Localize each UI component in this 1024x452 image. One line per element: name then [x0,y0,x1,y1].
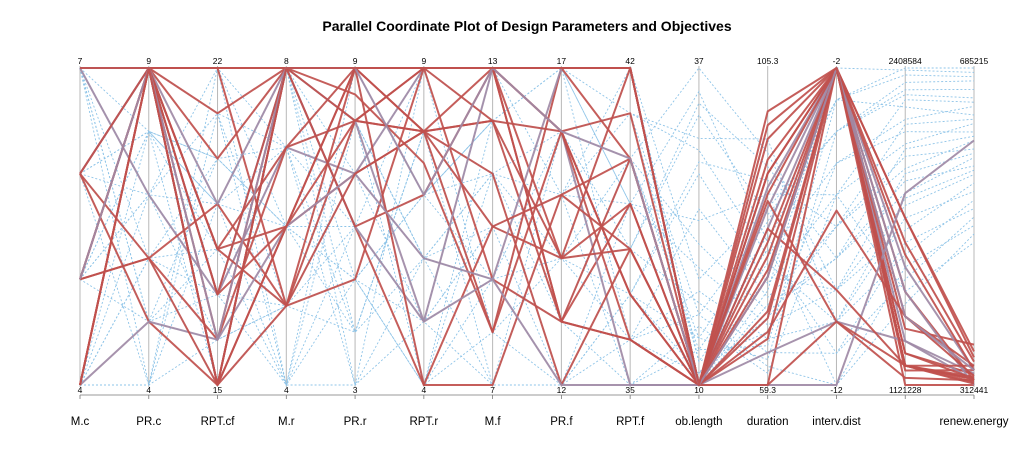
highlighted-series-line [79,67,975,386]
highlighted-series-line [80,67,975,386]
axis-name-label: PR.r [344,416,367,428]
axis-min-label: 3 [353,385,358,395]
highlighted-series-line [79,67,975,386]
background-series-line [79,67,975,387]
axis-name-label: M.r [278,416,295,428]
axis-name-label: RPT.f [616,416,645,428]
highlighted-series-line [79,67,975,386]
axis-name-label: M.c [71,416,90,428]
background-series-line [79,66,975,323]
axis-max-label: 37 [694,56,704,66]
background-series-line [79,130,975,323]
axis-max-label: 105.3 [757,56,779,66]
highlighted-series-line [79,67,975,386]
background-series-line [79,66,975,386]
highlighted-series-line [80,67,975,386]
axis-min-label: 59.3 [759,385,776,395]
highlighted-series-line [80,67,975,386]
background-series-line [79,194,975,386]
background-lines [79,66,975,387]
highlighted-series-line [80,67,975,386]
highlighted-series-line [80,67,975,386]
background-series-line [80,67,975,386]
axis-name-label: RPT.r [409,416,438,428]
axis-min-label: 12 [557,385,567,395]
axis-min-label: 4 [421,385,426,395]
highlighted-series-line [79,67,975,386]
highlighted-series-line [79,67,974,386]
axis-max-label: 17 [557,56,567,66]
axis-name-label: duration [747,416,789,428]
axis-max-label: 9 [146,56,151,66]
background-series-line [79,67,975,386]
axis-name-label: ob.length [675,416,722,428]
chart-title: Parallel Coordinate Plot of Design Param… [322,18,731,34]
axis-max-label: 7 [78,56,83,66]
highlighted-series-line [79,172,975,386]
background-series-line [80,67,975,386]
highlighted-series-line [80,67,975,386]
axis-labels-layer: 7 4 M.c 9 4 PR.c 22 15 RPT.cf 8 4 M.r 9 3 PR.r 9 4 RPT.r 1… [71,56,1009,428]
axis-max-label: 13 [488,56,498,66]
axis-max-label: 9 [353,56,358,66]
axis-name-label: interv.dist [812,416,861,428]
background-series-line [79,112,975,363]
axis-max-label: 685215 [960,56,989,66]
background-series-line [79,66,975,387]
axis-name-label: renew.energy [939,416,1008,428]
axis-name-label: RPT.cf [201,416,236,428]
axis-max-label: 9 [421,56,426,66]
background-series-line [79,67,975,387]
background-series-line [79,67,974,259]
axis-min-label: 312441 [960,385,989,395]
background-series-line [80,67,975,387]
axis-max-label: 2408584 [889,56,922,66]
highlighted-series-line [80,67,975,386]
background-series-line [79,67,975,386]
axis-max-label: 8 [284,56,289,66]
axis-name-label: M.f [485,416,502,428]
axis-name-label: PR.f [550,416,573,428]
axis-min-label: 1121228 [889,385,922,395]
highlighted-series-line [79,67,975,386]
background-series-line [79,99,975,387]
axis-min-label: 4 [146,385,151,395]
axis-min-label: -12 [830,385,843,395]
highlighted-series-line [79,67,975,386]
highlighted-series-line [79,67,975,386]
axis-min-label: 7 [490,385,495,395]
axis-min-label: 4 [78,385,83,395]
axis-min-label: 15 [213,385,223,395]
highlighted-series-line [79,67,975,386]
highlighted-series-line [79,67,975,386]
highlighted-series-line [79,67,975,386]
background-series-line [79,105,975,386]
background-series-line [79,67,975,386]
highlighted-lines [79,67,975,386]
background-series-line [79,66,975,386]
highlighted-series-line [79,67,975,386]
highlighted-series-line [79,67,975,386]
background-series-line [79,66,975,386]
background-series-line [79,67,975,386]
highlighted-series-line [79,67,975,386]
axis-max-label: 42 [625,56,635,66]
axis-min-label: 35 [625,385,635,395]
axis-min-label: 4 [284,385,289,395]
highlighted-series-line [80,67,975,386]
axis-max-label: -2 [833,56,841,66]
background-series-line [79,66,975,386]
axis-min-label: 10 [694,385,704,395]
axis-max-label: 22 [213,56,223,66]
highlighted-series-line [79,67,975,386]
axis-name-label: PR.c [136,416,161,428]
